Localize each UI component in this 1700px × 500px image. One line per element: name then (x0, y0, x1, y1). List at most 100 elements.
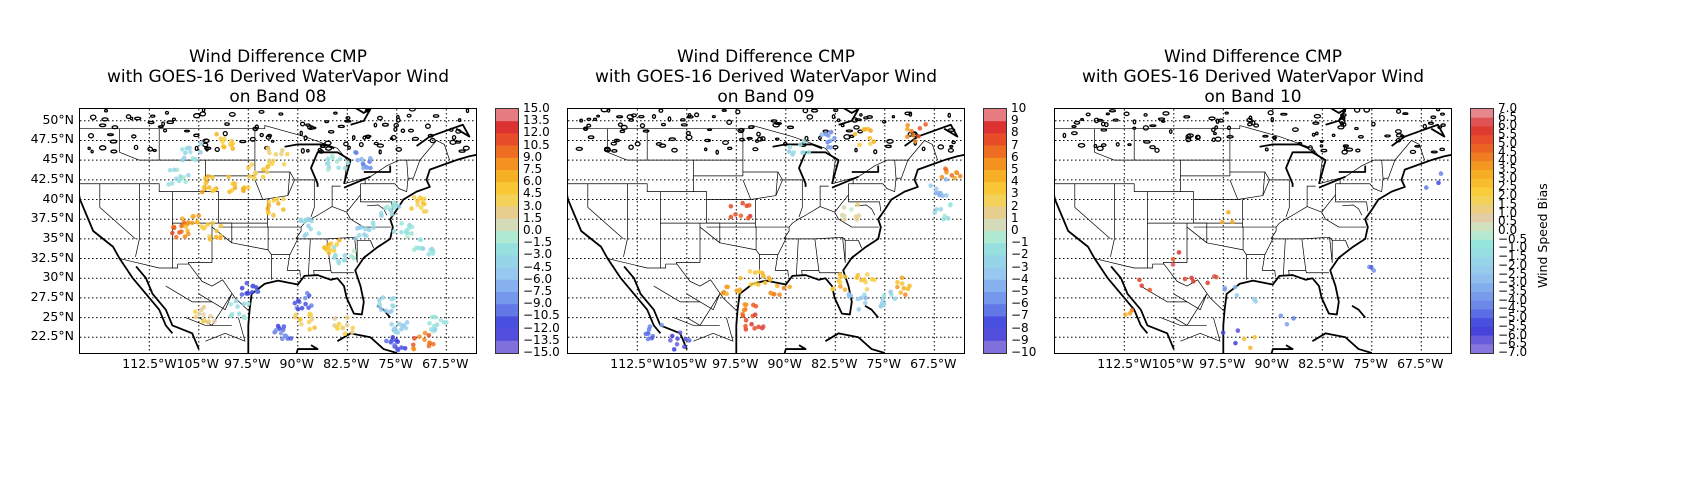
colorbar-tick-label: −4 (1011, 271, 1029, 286)
lake-outline (1319, 139, 1324, 143)
data-point (742, 302, 747, 307)
colorbar-segment (984, 316, 1006, 330)
data-point (1205, 280, 1210, 286)
state-border (587, 183, 624, 240)
coastline (135, 265, 200, 350)
colorbar-tick-label: 15.0 (523, 101, 550, 115)
data-point (359, 156, 364, 162)
colorbar-tick-label: 1.0 (1498, 205, 1518, 220)
data-point (308, 226, 314, 232)
colorbar-tick-label: 1.5 (523, 210, 543, 225)
colorbar-tick-label: 7 (1011, 137, 1019, 152)
state-border (814, 236, 863, 249)
lake-outline (333, 111, 338, 115)
data-point (177, 230, 182, 235)
data-point (351, 248, 357, 254)
data-point (212, 318, 217, 324)
colorbar-tick-label: −1 (1011, 235, 1029, 250)
lake-outline (575, 146, 584, 152)
data-point (189, 220, 195, 226)
data-point (389, 308, 394, 314)
data-point (355, 157, 361, 163)
colorbar-tick-label: 5.0 (1498, 135, 1518, 150)
data-point (880, 297, 886, 302)
lake-outline (1157, 117, 1166, 121)
coastline (1110, 265, 1175, 350)
data-point (245, 290, 250, 296)
lake-outline (586, 117, 592, 121)
data-point (1222, 287, 1227, 292)
data-point (253, 170, 259, 176)
state-border (706, 199, 756, 224)
data-point (210, 220, 215, 226)
lake-outline (87, 146, 91, 151)
state-border (165, 285, 212, 303)
lake-outline (658, 143, 667, 148)
state-border (267, 249, 272, 280)
lake-outline (774, 122, 783, 126)
lake-outline (373, 122, 378, 128)
data-point (197, 311, 202, 316)
lake-outline (651, 114, 657, 120)
colorbar-segment (496, 145, 518, 159)
data-point (342, 331, 348, 337)
colorbar-tick-label: 7.0 (1498, 101, 1518, 115)
data-point (244, 280, 250, 286)
data-point (899, 281, 905, 286)
colorbar-segment (1471, 213, 1493, 223)
data-point (1235, 328, 1241, 333)
lake-outline (299, 130, 303, 137)
lake-outline (393, 122, 400, 128)
data-point (868, 128, 873, 133)
x-tick-label: 105°W (176, 356, 220, 371)
data-point (862, 292, 867, 297)
colorbar-segment (1471, 248, 1493, 258)
lake-outline (395, 117, 401, 123)
data-point (1189, 275, 1194, 281)
state-border (1301, 236, 1350, 249)
data-point (774, 283, 780, 289)
lake-outline (1430, 150, 1438, 154)
colorbar-tick-label: −5.0 (1498, 310, 1528, 325)
colorbar-segment (496, 218, 518, 232)
data-point (414, 245, 419, 251)
data-point (336, 258, 341, 264)
data-point (871, 139, 877, 144)
data-point (299, 321, 304, 327)
lake-outline (726, 119, 733, 125)
lake-outline (1312, 121, 1320, 125)
data-point (409, 206, 414, 211)
data-point (861, 277, 867, 282)
lake-outline (376, 115, 383, 121)
data-point (410, 342, 416, 348)
lake-outline (202, 142, 209, 148)
lake-outline (853, 125, 860, 130)
colorbar-tick-label: −15.0 (523, 345, 560, 359)
lake-outline (1354, 126, 1359, 131)
lake-outline (111, 125, 119, 130)
lake-outline (1246, 117, 1253, 123)
lake-outline (1194, 134, 1201, 141)
coastline (1222, 153, 1451, 353)
colorbar-tick-label: 4.5 (1498, 144, 1518, 159)
data-point (297, 316, 303, 322)
data-point (953, 170, 959, 175)
colorbar-tick-label: 9 (1011, 113, 1019, 128)
state-border (693, 317, 734, 342)
colorbar-tick-label: 13.5 (523, 113, 550, 128)
lake-outline (1226, 125, 1232, 131)
state-border (607, 128, 648, 161)
lake-outline (706, 128, 713, 132)
lake-outline (592, 117, 598, 121)
colorbar-tick-label: −1.5 (1498, 249, 1528, 264)
data-point (337, 156, 343, 162)
state-border (267, 223, 302, 240)
data-point (366, 227, 372, 233)
lake-outline (164, 110, 170, 115)
x-tick-label: 112.5°W (1097, 356, 1152, 371)
state-border (1160, 317, 1207, 326)
state-border (1306, 185, 1316, 207)
state-border (623, 183, 628, 258)
state-border (1162, 223, 1188, 265)
state-border (218, 179, 264, 200)
